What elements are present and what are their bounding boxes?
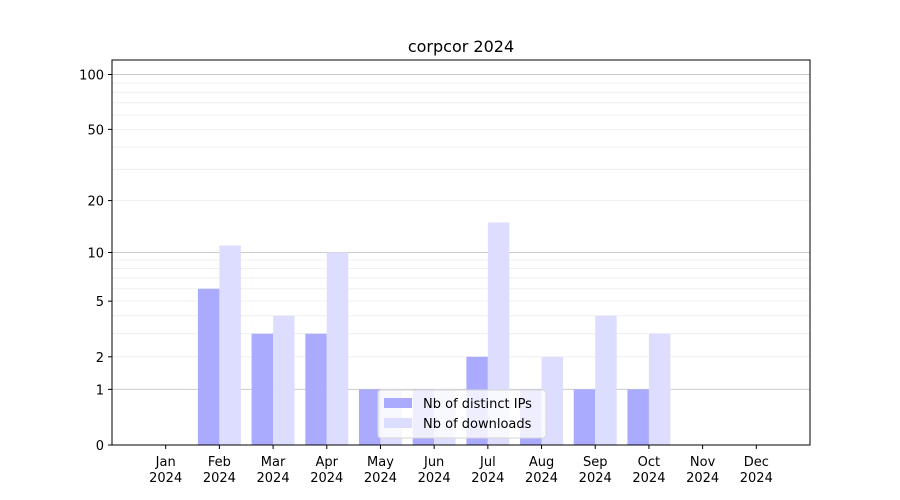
y-tick-label: 20: [87, 195, 104, 210]
bar: [197, 288, 220, 445]
bar: [358, 389, 381, 445]
legend-swatch: [384, 398, 412, 408]
x-axis: Jan 2024 Feb 2024 Mar 2024 Apr 2024 May 2024 Jun 20…: [149, 445, 773, 486]
bar: [487, 222, 510, 445]
bar: [326, 252, 349, 445]
x-tick-label: Sep 2024: [579, 455, 612, 486]
x-tick-label: May 2024: [364, 455, 397, 486]
y-tick-label: 10: [87, 247, 104, 262]
bar: [219, 245, 241, 445]
bar: [273, 315, 295, 445]
bar: [305, 333, 327, 445]
bar: [648, 333, 671, 445]
x-tick-label: Jan 2024: [149, 455, 182, 486]
chart-title: corpcor 2024: [408, 37, 514, 56]
y-tick-label: 100: [79, 69, 104, 84]
x-tick-label: Jul 2024: [471, 455, 504, 486]
legend-label: Nb of downloads: [423, 417, 532, 432]
y-tick-label: 0: [96, 439, 104, 454]
x-tick-label: Mar 2024: [257, 455, 290, 486]
x-tick-label: Dec 2024: [740, 455, 773, 486]
y-tick-label: 5: [96, 295, 104, 310]
bar: [573, 389, 596, 445]
x-tick-label: Oct 2024: [632, 455, 665, 486]
legend-swatch: [384, 418, 412, 428]
y-tick-label: 2: [96, 351, 104, 366]
x-tick-label: Aug 2024: [525, 455, 558, 486]
legend-box: [377, 389, 547, 439]
y-tick-label: 1: [96, 383, 104, 398]
y-axis: 0 1 2 5 10 20 50 100: [79, 69, 112, 454]
x-tick-label: Jun 2024: [418, 455, 451, 486]
bar: [251, 333, 274, 445]
x-tick-label: Apr 2024: [310, 455, 343, 486]
legend: Nb of distinct IPs Nb of downloads: [377, 389, 547, 439]
bar: [627, 389, 649, 445]
bar: [541, 356, 564, 445]
x-tick-label: Feb 2024: [203, 455, 236, 486]
y-tick-label: 50: [87, 123, 104, 138]
x-tick-label: Nov 2024: [686, 455, 719, 486]
legend-label: Nb of distinct IPs: [423, 397, 532, 412]
bar: [595, 315, 617, 445]
